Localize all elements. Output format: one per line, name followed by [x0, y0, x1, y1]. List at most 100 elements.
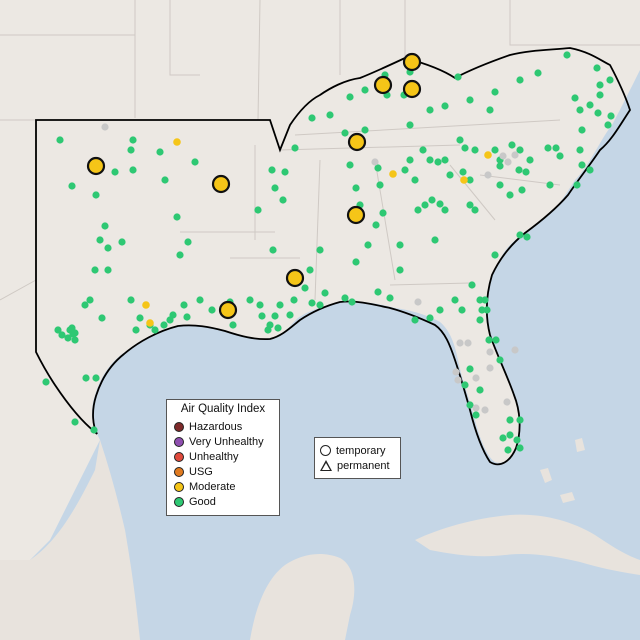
good-site-marker[interactable]	[156, 148, 164, 156]
moderate-temporary-site-marker[interactable]	[402, 79, 422, 99]
good-site-marker[interactable]	[526, 156, 534, 164]
good-site-marker[interactable]	[516, 146, 524, 154]
no-data-site-marker[interactable]	[472, 374, 480, 382]
good-site-marker[interactable]	[426, 314, 434, 322]
good-site-marker[interactable]	[90, 426, 98, 434]
good-site-marker[interactable]	[401, 166, 409, 174]
good-site-marker[interactable]	[308, 114, 316, 122]
good-site-marker[interactable]	[308, 299, 316, 307]
good-site-marker[interactable]	[476, 386, 484, 394]
good-site-marker[interactable]	[264, 326, 272, 334]
good-site-marker[interactable]	[563, 51, 571, 59]
good-site-marker[interactable]	[256, 301, 264, 309]
good-site-marker[interactable]	[607, 112, 615, 120]
good-site-marker[interactable]	[496, 162, 504, 170]
good-site-marker[interactable]	[523, 233, 531, 241]
no-data-site-marker[interactable]	[454, 376, 462, 384]
good-site-marker[interactable]	[56, 136, 64, 144]
good-site-marker[interactable]	[364, 241, 372, 249]
good-site-marker[interactable]	[458, 306, 466, 314]
good-site-marker[interactable]	[576, 146, 584, 154]
no-data-site-marker[interactable]	[511, 151, 519, 159]
good-site-marker[interactable]	[441, 206, 449, 214]
good-site-marker[interactable]	[104, 266, 112, 274]
good-site-marker[interactable]	[176, 251, 184, 259]
good-site-marker[interactable]	[496, 181, 504, 189]
good-site-marker[interactable]	[419, 146, 427, 154]
good-site-marker[interactable]	[191, 158, 199, 166]
moderate-temporary-site-marker[interactable]	[86, 156, 106, 176]
good-site-marker[interactable]	[184, 238, 192, 246]
good-site-marker[interactable]	[406, 156, 414, 164]
good-site-marker[interactable]	[346, 93, 354, 101]
moderate-temporary-site-marker[interactable]	[211, 174, 231, 194]
good-site-marker[interactable]	[271, 184, 279, 192]
good-site-marker[interactable]	[461, 144, 469, 152]
moderate-site-marker[interactable]	[142, 301, 150, 309]
good-site-marker[interactable]	[472, 411, 480, 419]
good-site-marker[interactable]	[516, 444, 524, 452]
good-site-marker[interactable]	[491, 251, 499, 259]
good-site-marker[interactable]	[286, 311, 294, 319]
good-site-marker[interactable]	[478, 306, 486, 314]
good-site-marker[interactable]	[86, 296, 94, 304]
good-site-marker[interactable]	[376, 181, 384, 189]
good-site-marker[interactable]	[229, 321, 237, 329]
good-site-marker[interactable]	[578, 161, 586, 169]
good-site-marker[interactable]	[406, 121, 414, 129]
good-site-marker[interactable]	[54, 326, 62, 334]
good-site-marker[interactable]	[326, 111, 334, 119]
good-site-marker[interactable]	[301, 284, 309, 292]
good-site-marker[interactable]	[374, 288, 382, 296]
good-site-marker[interactable]	[436, 200, 444, 208]
good-site-marker[interactable]	[42, 378, 50, 386]
good-site-marker[interactable]	[459, 168, 467, 176]
good-site-marker[interactable]	[290, 296, 298, 304]
good-site-marker[interactable]	[180, 301, 188, 309]
no-data-site-marker[interactable]	[101, 123, 109, 131]
good-site-marker[interactable]	[372, 221, 380, 229]
good-site-marker[interactable]	[492, 336, 500, 344]
good-site-marker[interactable]	[258, 312, 266, 320]
moderate-site-marker[interactable]	[146, 319, 154, 327]
good-site-marker[interactable]	[111, 168, 119, 176]
no-data-site-marker[interactable]	[499, 152, 507, 160]
good-site-marker[interactable]	[374, 164, 382, 172]
good-site-marker[interactable]	[81, 301, 89, 309]
good-site-marker[interactable]	[352, 184, 360, 192]
no-data-site-marker[interactable]	[472, 404, 480, 412]
good-site-marker[interactable]	[271, 312, 279, 320]
moderate-site-marker[interactable]	[484, 151, 492, 159]
good-site-marker[interactable]	[516, 231, 524, 239]
good-site-marker[interactable]	[411, 176, 419, 184]
good-site-marker[interactable]	[446, 171, 454, 179]
good-site-marker[interactable]	[466, 176, 474, 184]
good-site-marker[interactable]	[348, 298, 356, 306]
good-site-marker[interactable]	[518, 186, 526, 194]
good-site-marker[interactable]	[604, 121, 612, 129]
good-site-marker[interactable]	[451, 296, 459, 304]
good-site-marker[interactable]	[386, 294, 394, 302]
good-site-marker[interactable]	[82, 374, 90, 382]
good-site-marker[interactable]	[594, 109, 602, 117]
good-site-marker[interactable]	[127, 146, 135, 154]
good-site-marker[interactable]	[506, 431, 514, 439]
good-site-marker[interactable]	[491, 146, 499, 154]
good-site-marker[interactable]	[593, 64, 601, 72]
good-site-marker[interactable]	[441, 156, 449, 164]
good-site-marker[interactable]	[196, 296, 204, 304]
good-site-marker[interactable]	[481, 296, 489, 304]
good-site-marker[interactable]	[127, 296, 135, 304]
good-site-marker[interactable]	[516, 416, 524, 424]
good-site-marker[interactable]	[151, 326, 159, 334]
good-site-marker[interactable]	[276, 301, 284, 309]
good-site-marker[interactable]	[456, 136, 464, 144]
good-site-marker[interactable]	[254, 206, 262, 214]
good-site-marker[interactable]	[98, 314, 106, 322]
good-site-marker[interactable]	[428, 196, 436, 204]
good-site-marker[interactable]	[269, 246, 277, 254]
good-site-marker[interactable]	[396, 241, 404, 249]
good-site-marker[interactable]	[71, 329, 79, 337]
good-site-marker[interactable]	[506, 191, 514, 199]
good-site-marker[interactable]	[414, 206, 422, 214]
